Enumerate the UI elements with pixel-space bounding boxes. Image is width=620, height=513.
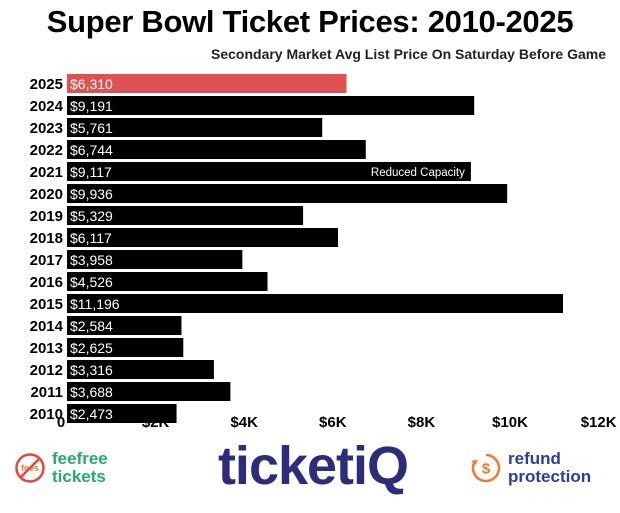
- value-label-2014: $2,584: [70, 318, 113, 334]
- x-tick-label-0: 0: [57, 414, 65, 430]
- value-label-2020: $9,936: [70, 186, 113, 202]
- value-label-2018: $6,117: [70, 230, 112, 246]
- value-label-2010: $2,473: [70, 406, 113, 422]
- protection-text: protection: [508, 467, 592, 486]
- refund-dollar-text: $: [482, 461, 491, 478]
- bar-2023: [67, 118, 323, 137]
- value-label-2016: $4,526: [70, 274, 113, 290]
- no-fees-icon: fees: [14, 452, 46, 484]
- chart-title: Super Bowl Ticket Prices: 2010-2025: [46, 4, 574, 39]
- bar-2016: [67, 272, 268, 291]
- year-label-2022: 2022: [30, 142, 63, 159]
- year-label-2019: 2019: [30, 208, 63, 225]
- bar-2017: [67, 250, 243, 269]
- value-label-2019: $5,329: [70, 208, 113, 224]
- year-label-2010: 2010: [30, 406, 63, 423]
- bar-2014: [67, 316, 182, 335]
- value-label-2015: $11,196: [70, 296, 120, 312]
- x-tick-label-4: $8K: [408, 414, 436, 430]
- x-tick-label-3: $6K: [319, 414, 347, 430]
- refund-protection-badge: $ refund protection: [470, 446, 591, 490]
- year-label-2021: 2021: [30, 164, 63, 181]
- year-label-2016: 2016: [30, 274, 63, 291]
- year-label-2023: 2023: [30, 120, 63, 137]
- bar-chart: 2025 $6,310 2024 $9,191 2023 $5,761 2022 $6,744…: [30, 74, 617, 430]
- bar-2020: [67, 184, 508, 203]
- value-label-2024: $9,191: [70, 98, 113, 114]
- bar-2012: [67, 360, 214, 379]
- year-label-2017: 2017: [30, 252, 63, 269]
- year-label-2013: 2013: [30, 340, 63, 357]
- chart-subtitle: Secondary Market Avg List Price On Satur…: [211, 46, 606, 62]
- ticketiq-logo: ticketiQ: [198, 430, 428, 502]
- bar-2025: [67, 74, 347, 93]
- value-label-2022: $6,744: [70, 142, 113, 158]
- value-label-2023: $5,761: [70, 120, 113, 136]
- bar-2024: [67, 96, 475, 115]
- year-label-2015: 2015: [30, 296, 63, 313]
- value-label-2011: $3,688: [70, 384, 113, 400]
- value-label-2025: $6,310: [70, 76, 113, 92]
- feefree-text: feefree: [52, 449, 108, 468]
- x-tick-label-6: $12K: [581, 414, 617, 430]
- annotation-reduced-capacity: Reduced Capacity: [371, 167, 465, 179]
- x-tick-label-2: $4K: [230, 414, 258, 430]
- ticketiq-logo-text: ticketiQ: [217, 436, 409, 496]
- year-label-2018: 2018: [30, 230, 63, 247]
- value-label-2013: $2,625: [70, 340, 113, 356]
- year-label-2011: 2011: [30, 384, 63, 401]
- bar-2011: [67, 382, 231, 401]
- bar-2021: [67, 162, 471, 181]
- refund-text: refund: [508, 449, 561, 468]
- x-tick-label-1: $2K: [142, 414, 170, 430]
- year-label-2020: 2020: [30, 186, 63, 203]
- value-label-2021: $9,117: [70, 164, 112, 180]
- bar-2018: [67, 228, 338, 247]
- year-label-2025: 2025: [30, 76, 63, 93]
- bar-2010: [67, 404, 177, 423]
- year-label-2014: 2014: [30, 318, 64, 335]
- bar-2022: [67, 140, 366, 159]
- refund-dollar-icon: $: [470, 452, 502, 484]
- bar-2019: [67, 206, 304, 225]
- bar-2013: [67, 338, 184, 357]
- x-tick-label-5: $10K: [492, 414, 528, 430]
- year-label-2012: 2012: [30, 362, 63, 379]
- feefree-tickets-badge: fees feefree tickets: [14, 446, 108, 490]
- year-label-2024: 2024: [30, 98, 64, 115]
- value-label-2012: $3,316: [70, 362, 113, 378]
- tickets-text: tickets: [52, 467, 106, 486]
- bar-2015: [67, 294, 563, 313]
- value-label-2017: $3,958: [70, 252, 113, 268]
